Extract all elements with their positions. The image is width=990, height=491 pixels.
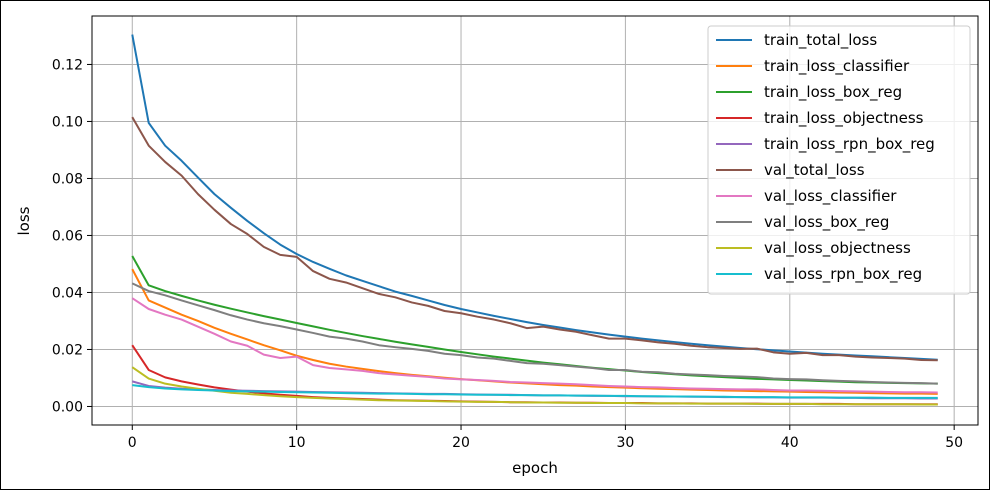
y-tick-label: 0.00 [52, 399, 83, 415]
x-tick-label: 20 [452, 435, 470, 451]
x-tick-label: 50 [945, 435, 963, 451]
series-line-val-total-loss [131, 116, 938, 362]
y-tick-label: 0.10 [52, 114, 83, 130]
x-tick-label: 30 [616, 435, 634, 451]
series-line-val-loss-box-reg [131, 282, 938, 385]
legend-entry: train_loss_classifier [764, 57, 910, 76]
series-line-val-loss-rpn-box-reg [132, 384, 938, 399]
y-tick-label: 0.08 [52, 171, 83, 187]
legend-entry: val_loss_objectness [764, 239, 911, 258]
legend-box [707, 25, 971, 295]
series-layer [131, 34, 938, 406]
series-line-val-loss-classifier [131, 297, 938, 394]
ticks-layer: 0 10 20 30 40 50 0.00 0.02 0.04 0.06 0.08 0.10 0.12 [52, 57, 963, 451]
y-tick-label: 0.12 [52, 57, 83, 73]
legend-entry: val_loss_rpn_box_reg [764, 265, 922, 284]
legend-entry: val_loss_classifier [764, 187, 897, 206]
series-line-val-loss-objectness [131, 366, 938, 406]
y-axis-label: loss [15, 206, 33, 235]
y-tick-label: 0.04 [52, 285, 83, 301]
x-tick-label: 0 [128, 435, 137, 451]
legend-entry: train_loss_objectness [764, 109, 924, 128]
plot-area-border [91, 15, 979, 426]
x-axis-label: epoch [512, 459, 558, 477]
x-tick-label: 40 [781, 435, 799, 451]
legend-entry: train_total_loss [764, 31, 877, 50]
x-tick-label: 10 [288, 435, 306, 451]
series-line-train-loss-box-reg [131, 255, 938, 385]
legend-entry: val_loss_box_reg [764, 213, 889, 232]
y-tick-label: 0.02 [52, 342, 83, 358]
legend: train_total_loss train_loss_classifiertra… [707, 25, 971, 295]
y-tick-label: 0.06 [52, 228, 83, 244]
legend-entry: val_total_loss [764, 161, 865, 180]
legend-entry: train_loss_box_reg [764, 83, 902, 102]
legend-entry: train_loss_rpn_box_reg [764, 135, 935, 154]
